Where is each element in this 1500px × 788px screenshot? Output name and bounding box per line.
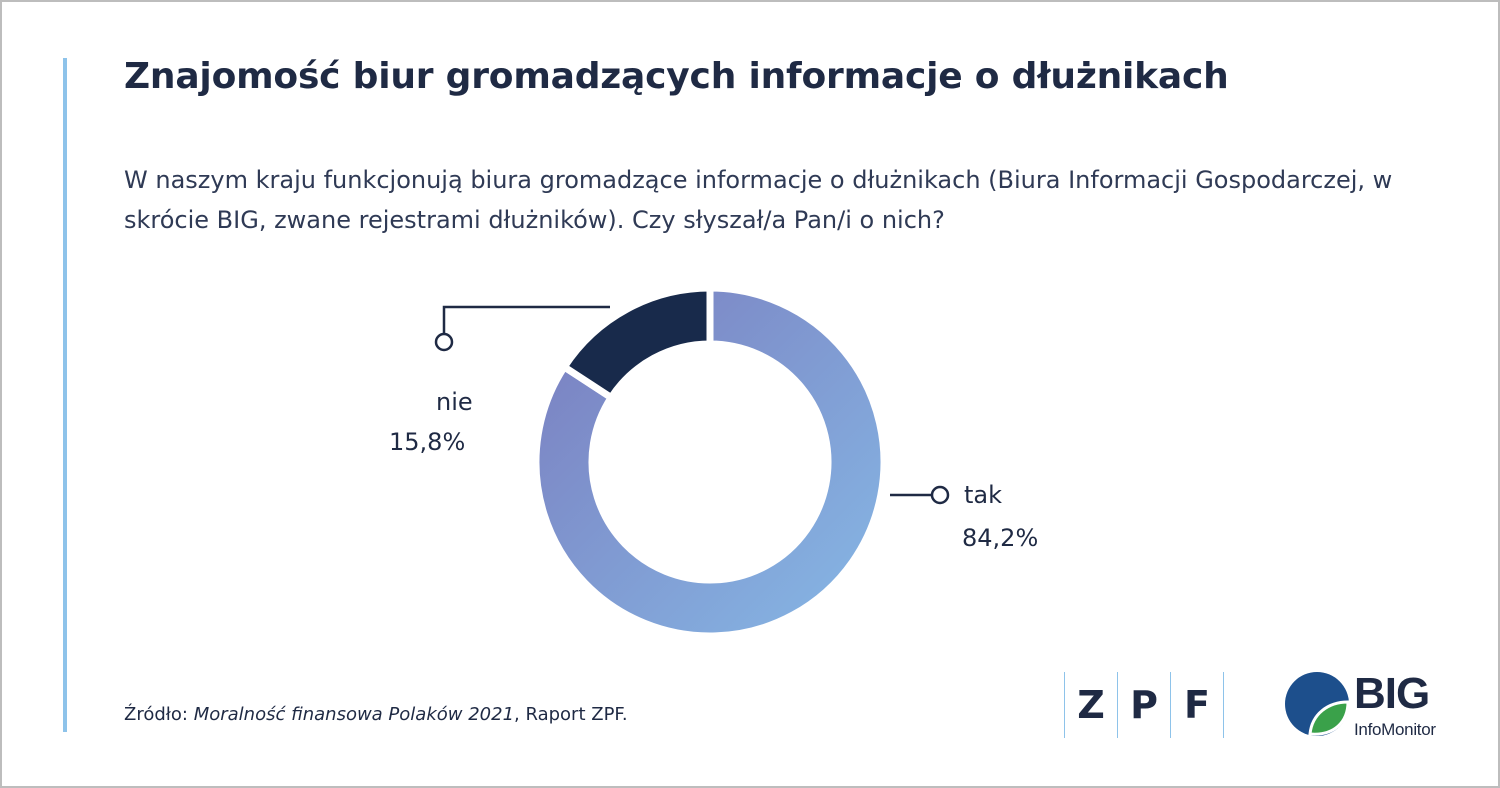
- zpf-separator: [1064, 672, 1065, 738]
- zpf-separator: [1117, 672, 1118, 738]
- leader-line-nie: [434, 305, 610, 352]
- source-title: Moralność finansowa Polaków 2021: [193, 704, 515, 725]
- zpf-separator: [1170, 672, 1171, 738]
- big-logo-subtext: InfoMonitor: [1354, 720, 1436, 739]
- category-label-nie: nie: [436, 388, 473, 416]
- leader-line-tak: [890, 485, 950, 505]
- page-title: Znajomość biur gromadzących informacje o…: [124, 56, 1229, 97]
- zpf-logo: Z P F: [1064, 672, 1224, 738]
- accent-bar: [63, 58, 67, 732]
- donut-slice-tak: [532, 284, 888, 640]
- source-prefix: Źródło:: [124, 704, 194, 725]
- value-label-tak: 84,2%: [962, 524, 1039, 552]
- survey-question: W naszym kraju funkcjonują biura gromadz…: [124, 166, 1393, 234]
- big-infomonitor-logo-icon: [1285, 672, 1350, 736]
- zpf-separator: [1223, 672, 1224, 738]
- zpf-letter-p: P: [1130, 683, 1158, 727]
- donut-slice-nie: [559, 284, 714, 403]
- zpf-letter-z: Z: [1077, 683, 1105, 727]
- source-suffix: , Raport ZPF.: [514, 704, 628, 725]
- big-logo-text: BIG: [1354, 669, 1430, 718]
- zpf-letter-f: F: [1184, 683, 1210, 727]
- value-label-nie: 15,8%: [389, 428, 466, 456]
- category-label-tak: tak: [964, 481, 1003, 509]
- source-note: Źródło: Moralność finansowa Polaków 2021…: [124, 704, 628, 725]
